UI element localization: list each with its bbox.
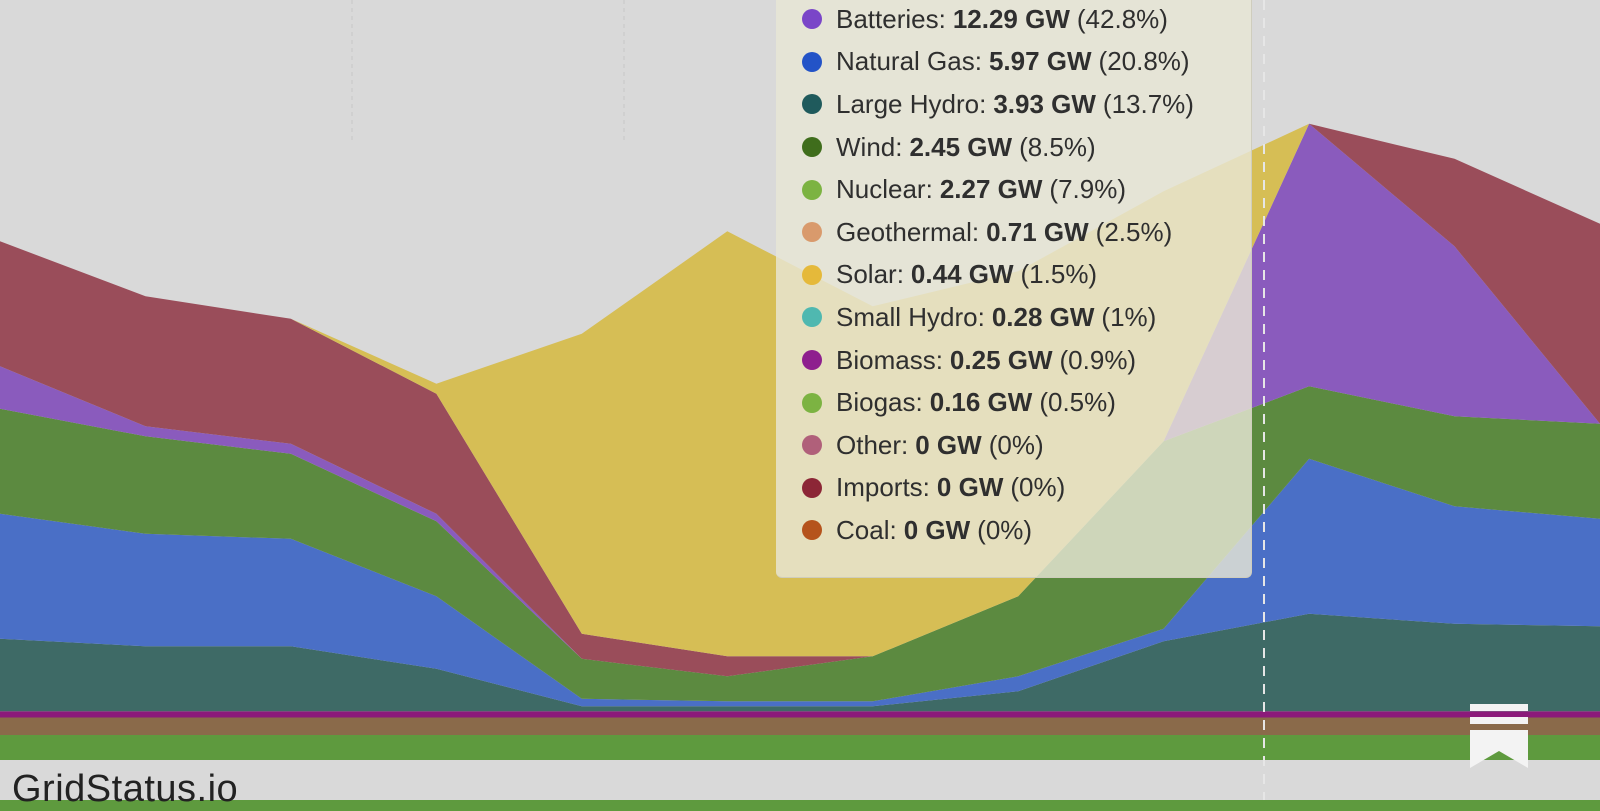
legend-dot-icon (802, 477, 822, 498)
tooltip-row: Imports: 0 GW (0%) (802, 467, 1251, 510)
tooltip-series-name: Large Hydro: (836, 88, 987, 119)
area-series-imports (0, 123, 1600, 677)
legend-dot-icon (802, 520, 822, 541)
tooltip-series-name: Batteries: (836, 3, 946, 34)
tooltip-series-value: 0 GW (936, 472, 1004, 503)
tooltip-series-value: 0 GW (915, 429, 982, 460)
tooltip-series-percent: (7.9%) (1049, 174, 1126, 205)
tooltip-series-name: Biomass: (836, 344, 943, 375)
tooltip-series-value: 0 GW (903, 514, 971, 545)
tooltip-series-value: 0.25 GW (949, 344, 1053, 375)
tooltip-series-percent: (0.9%) (1059, 344, 1137, 375)
tooltip-series-name: Wind: (836, 131, 903, 162)
tooltip-series-percent: (0.5%) (1039, 387, 1116, 418)
area-series-gas (0, 458, 1600, 707)
tooltip-series-name: Small Hydro: (836, 301, 985, 332)
legend-dot-icon (802, 179, 822, 200)
tooltip-row: Batteries: 12.29 GW (42.8%) (802, 0, 1251, 41)
tooltip-series-percent: (20.8%) (1098, 46, 1190, 77)
tooltip-row: Natural Gas: 5.97 GW (20.8%) (802, 41, 1251, 84)
hover-tooltip: Batteries: 12.29 GW (42.8%) Natural Gas: 5.9… (776, 0, 1252, 578)
tooltip-series-value: 0.71 GW (986, 216, 1089, 247)
legend-dot-icon (802, 307, 822, 328)
tooltip-series-name: Other: (836, 429, 909, 460)
tooltip-series-percent: (0%) (988, 429, 1044, 460)
tooltip-row: Geothermal: 0.71 GW (2.5%) (802, 211, 1251, 254)
legend-dot-icon (802, 94, 822, 115)
tooltip-row: Small Hydro: 0.28 GW (1%) (802, 296, 1251, 339)
legend-dot-icon (802, 350, 822, 371)
tooltip-series-name: Geothermal: (836, 216, 980, 247)
tooltip-row: Other: 0 GW (0%) (802, 424, 1251, 467)
bookmark-icon[interactable] (1470, 704, 1528, 768)
tooltip-series-name: Nuclear: (836, 174, 933, 205)
tooltip-series-name: Solar: (836, 259, 904, 290)
area-series-hydro (0, 613, 1600, 712)
tooltip-series-value: 0.16 GW (929, 387, 1033, 418)
legend-dot-icon (802, 137, 822, 158)
tooltip-series-percent: (2.5%) (1095, 216, 1173, 247)
tooltip-series-name: Biogas: (836, 387, 923, 418)
area-series-geo (0, 717, 1600, 735)
tooltip-series-percent: (0%) (1010, 472, 1066, 503)
tooltip-series-percent: (1.5%) (1020, 259, 1098, 290)
tooltip-series-value: 0.28 GW (991, 301, 1095, 332)
tooltip-series-name: Coal: (836, 514, 897, 545)
tooltip-row: Biomass: 0.25 GW (0.9%) (802, 339, 1251, 382)
tooltip-row: Wind: 2.45 GW (8.5%) (802, 126, 1251, 169)
tooltip-series-name: Imports: (836, 472, 930, 503)
legend-dot-icon (802, 51, 822, 72)
legend-dot-icon (802, 222, 822, 243)
tooltip-series-percent: (1%) (1101, 301, 1157, 332)
tooltip-series-value: 2.45 GW (909, 131, 1013, 162)
legend-dot-icon (802, 435, 822, 456)
tooltip-series-value: 12.29 GW (952, 3, 1070, 34)
tooltip-series-name: Natural Gas: (836, 46, 982, 77)
legend-dot-icon (802, 9, 822, 30)
tooltip-row: Large Hydro: 3.93 GW (13.7%) (802, 83, 1251, 126)
tooltip-series-value: 5.97 GW (988, 46, 1092, 77)
tooltip-row: Biogas: 0.16 GW (0.5%) (802, 381, 1251, 424)
tooltip-series-value: 2.27 GW (939, 174, 1043, 205)
tooltip-series-percent: (0%) (977, 514, 1033, 545)
tooltip-row: Nuclear: 2.27 GW (7.9%) (802, 168, 1251, 211)
tooltip-row: Solar: 0.44 GW (1.5%) (802, 254, 1251, 297)
tooltip-series-percent: (13.7%) (1102, 88, 1194, 119)
tooltip-rows: Batteries: 12.29 GW (42.8%) Natural Gas: 5.9… (802, 0, 1251, 552)
legend-dot-icon (802, 392, 822, 413)
brand-watermark: GridStatus.io (12, 768, 239, 810)
tooltip-series-value: 0.44 GW (910, 259, 1014, 290)
tooltip-series-percent: (42.8%) (1076, 3, 1168, 34)
area-series-other_base (0, 735, 1600, 760)
legend-dot-icon (802, 264, 822, 285)
tooltip-series-percent: (8.5%) (1019, 131, 1096, 162)
tooltip-row: Coal: 0 GW (0%) (802, 509, 1251, 552)
tooltip-series-value: 3.93 GW (993, 88, 1096, 119)
area-series-bio (0, 711, 1600, 718)
